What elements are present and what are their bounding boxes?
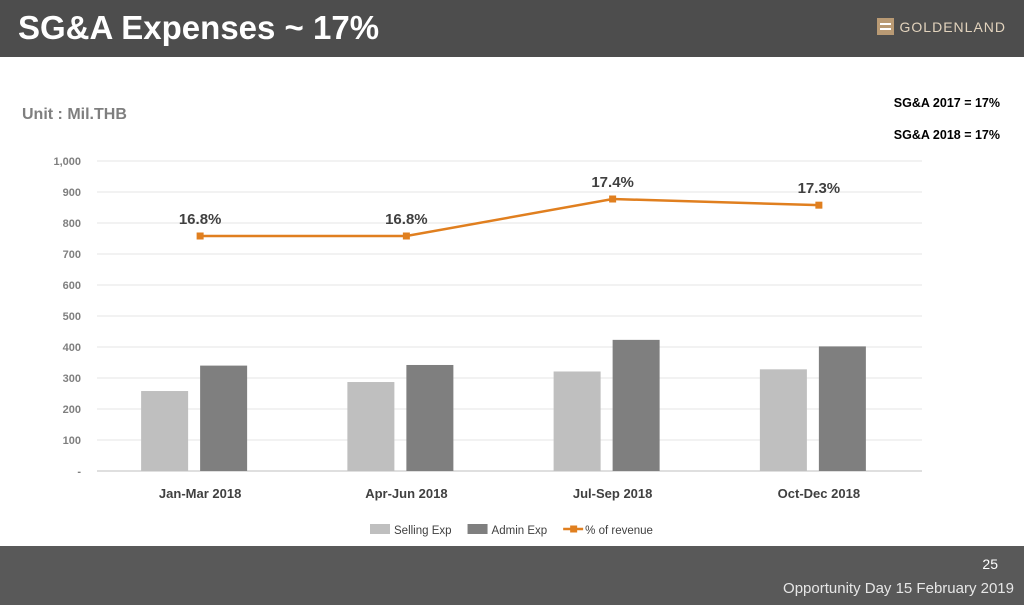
note-2017: SG&A 2017 = 17% bbox=[893, 96, 1000, 110]
legend-swatch bbox=[467, 524, 488, 534]
data-label: 16.8% bbox=[385, 211, 428, 228]
bar-admin-exp bbox=[406, 364, 454, 471]
y-tick-label: 300 bbox=[63, 373, 81, 385]
y-tick-label: 900 bbox=[63, 187, 81, 199]
header-bar: SG&A Expenses ~ 17% GOLDENLAND bbox=[0, 0, 1024, 57]
x-tick-label: Apr-Jun 2018 bbox=[365, 486, 447, 501]
line-point bbox=[402, 232, 410, 240]
goldenland-logo: GOLDENLAND bbox=[876, 18, 1006, 35]
legend-label: Selling Exp bbox=[394, 525, 452, 537]
y-tick-label: 600 bbox=[63, 280, 81, 292]
slide-title: SG&A Expenses ~ 17% bbox=[18, 9, 380, 46]
line-point bbox=[609, 195, 617, 203]
legend-label: Admin Exp bbox=[492, 525, 548, 537]
bar-selling-exp bbox=[141, 391, 189, 471]
footer-bar: 25 Opportunity Day 15 February 2019 bbox=[0, 546, 1024, 605]
unit-label: Unit : Mil.THB bbox=[22, 106, 127, 123]
bar-admin-exp bbox=[200, 365, 248, 471]
legend-label: % of revenue bbox=[585, 525, 653, 537]
logo-mark-icon bbox=[876, 18, 894, 35]
y-tick-label: 500 bbox=[63, 311, 81, 323]
y-tick-label: 200 bbox=[63, 404, 81, 416]
y-tick-label: - bbox=[77, 466, 81, 478]
x-tick-label: Jul-Sep 2018 bbox=[573, 486, 653, 501]
bar-admin-exp bbox=[818, 346, 866, 471]
footer-text: Opportunity Day 15 February 2019 bbox=[783, 580, 1014, 597]
page-number: 25 bbox=[982, 556, 998, 572]
line-point bbox=[196, 232, 204, 240]
y-tick-label: 100 bbox=[63, 435, 81, 447]
x-tick-label: Oct-Dec 2018 bbox=[778, 486, 860, 501]
line-point bbox=[815, 201, 823, 209]
note-2018: SG&A 2018 = 17% bbox=[893, 128, 1000, 142]
legend-marker bbox=[570, 525, 578, 533]
bar-selling-exp bbox=[553, 371, 601, 471]
data-label: 17.3% bbox=[798, 180, 841, 197]
y-tick-label: 700 bbox=[63, 249, 81, 261]
sga-notes: SG&A 2017 = 17% SG&A 2018 = 17% bbox=[894, 95, 1000, 159]
bar-admin-exp bbox=[612, 339, 660, 471]
y-tick-label: 800 bbox=[63, 218, 81, 230]
line-series-percent-of-revenue bbox=[200, 197, 819, 238]
bar-selling-exp bbox=[347, 382, 395, 471]
x-tick-label: Jan-Mar 2018 bbox=[159, 486, 241, 501]
data-label: 16.8% bbox=[179, 211, 222, 228]
legend-swatch bbox=[370, 524, 390, 534]
data-label: 17.4% bbox=[591, 174, 634, 191]
y-tick-label: 400 bbox=[63, 342, 81, 354]
y-tick-label: 1,000 bbox=[53, 156, 81, 168]
bar-selling-exp bbox=[759, 369, 807, 471]
logo-text: GOLDENLAND bbox=[899, 18, 1006, 35]
